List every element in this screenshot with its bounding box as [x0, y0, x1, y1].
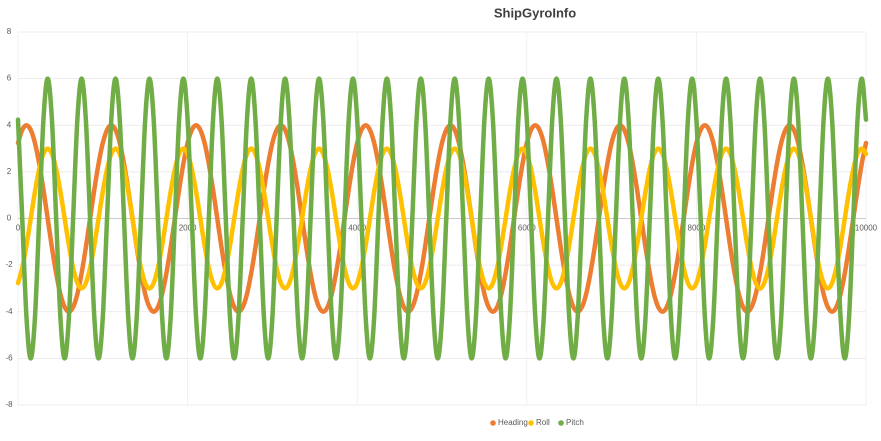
x-tick-label: 0	[16, 224, 21, 233]
legend-label: Pitch	[566, 418, 584, 427]
y-tick-label: 2	[7, 167, 12, 176]
chart-title: ShipGyroInfo	[494, 5, 576, 20]
legend-marker	[528, 420, 534, 426]
y-tick-label: -8	[5, 400, 13, 409]
y-tick-label: -2	[5, 260, 13, 269]
legend-marker	[558, 420, 564, 426]
series-line	[15, 76, 869, 361]
x-tick-label: 8000	[688, 224, 706, 233]
legend-label: Heading	[498, 418, 528, 427]
y-tick-label: 6	[7, 74, 12, 83]
y-tick-label: 4	[7, 120, 12, 129]
y-tick-label: 0	[7, 214, 12, 223]
x-tick-label: 2000	[179, 224, 197, 233]
legend-label: Roll	[536, 418, 550, 427]
series-line	[15, 123, 869, 314]
y-tick-label: -4	[5, 307, 13, 316]
legend-marker	[490, 420, 496, 426]
x-tick-label: 6000	[518, 224, 536, 233]
x-tick-label: 4000	[348, 224, 366, 233]
y-tick-label: -6	[5, 353, 13, 362]
x-tick-label: 10000	[855, 224, 878, 233]
y-tick-label: 8	[7, 27, 12, 36]
